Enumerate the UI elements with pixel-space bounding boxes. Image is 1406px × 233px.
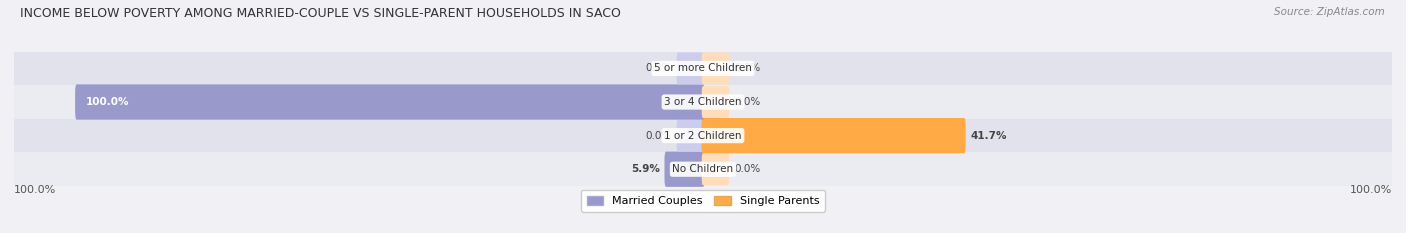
FancyBboxPatch shape bbox=[702, 153, 730, 185]
Legend: Married Couples, Single Parents: Married Couples, Single Parents bbox=[581, 190, 825, 212]
Text: 100.0%: 100.0% bbox=[1350, 185, 1392, 195]
Text: 0.0%: 0.0% bbox=[645, 63, 672, 73]
Text: No Children: No Children bbox=[672, 164, 734, 174]
FancyBboxPatch shape bbox=[676, 120, 704, 152]
Text: 100.0%: 100.0% bbox=[14, 185, 56, 195]
Text: 0.0%: 0.0% bbox=[645, 131, 672, 141]
Text: Source: ZipAtlas.com: Source: ZipAtlas.com bbox=[1274, 7, 1385, 17]
FancyBboxPatch shape bbox=[702, 86, 730, 118]
Text: 5 or more Children: 5 or more Children bbox=[654, 63, 752, 73]
Bar bbox=[14, 119, 1392, 152]
Text: 5.9%: 5.9% bbox=[631, 164, 659, 174]
Text: INCOME BELOW POVERTY AMONG MARRIED-COUPLE VS SINGLE-PARENT HOUSEHOLDS IN SACO: INCOME BELOW POVERTY AMONG MARRIED-COUPL… bbox=[20, 7, 620, 20]
Bar bbox=[14, 52, 1392, 85]
Text: 3 or 4 Children: 3 or 4 Children bbox=[664, 97, 742, 107]
FancyBboxPatch shape bbox=[676, 52, 704, 84]
FancyBboxPatch shape bbox=[702, 118, 966, 153]
Text: 0.0%: 0.0% bbox=[734, 97, 761, 107]
Text: 1 or 2 Children: 1 or 2 Children bbox=[664, 131, 742, 141]
FancyBboxPatch shape bbox=[702, 52, 730, 84]
Text: 0.0%: 0.0% bbox=[734, 164, 761, 174]
Text: 100.0%: 100.0% bbox=[86, 97, 129, 107]
Bar bbox=[14, 152, 1392, 186]
FancyBboxPatch shape bbox=[665, 152, 704, 187]
Bar bbox=[14, 85, 1392, 119]
FancyBboxPatch shape bbox=[75, 84, 704, 120]
Text: 41.7%: 41.7% bbox=[970, 131, 1007, 141]
Text: 0.0%: 0.0% bbox=[734, 63, 761, 73]
